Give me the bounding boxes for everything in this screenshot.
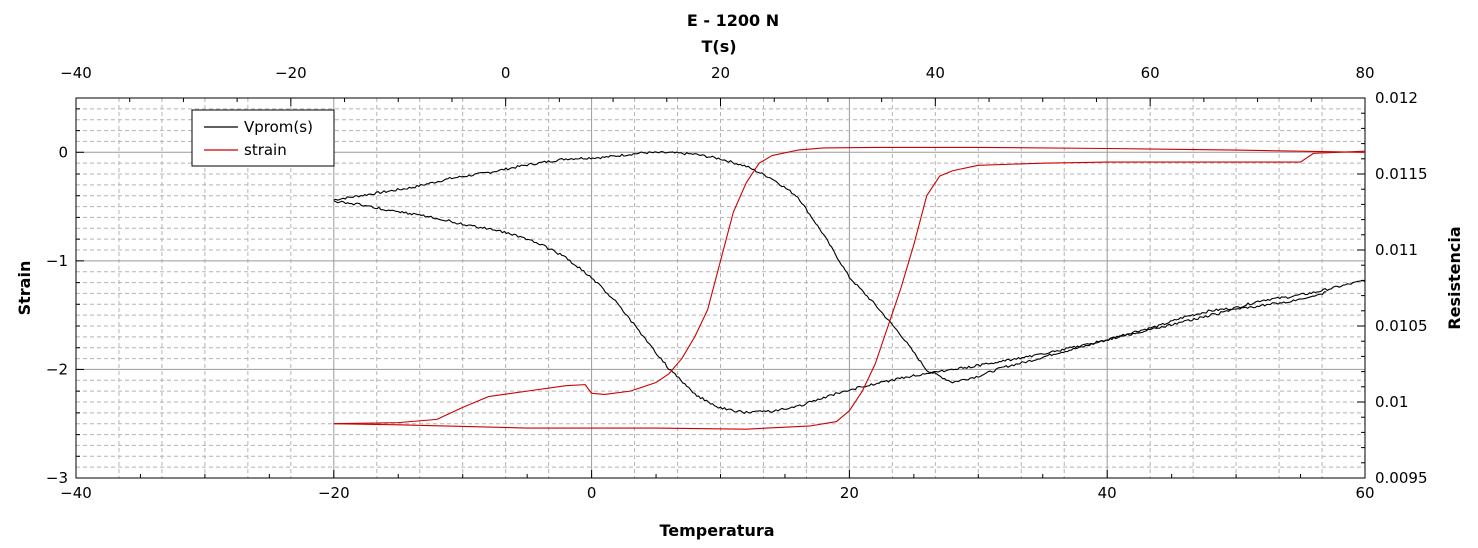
x-bottom-tick-label: 40 [1098, 484, 1117, 502]
y-left-axis-title: Strain [15, 261, 34, 316]
y-left-tick-label: 0 [58, 143, 68, 161]
x-top-tick-label: 40 [926, 64, 945, 82]
y-right-tick-label: 0.0115 [1375, 165, 1428, 183]
x-bottom-tick-label: −40 [60, 484, 92, 502]
y-right-axis-title: Resistencia [1445, 226, 1464, 329]
series-line-strain-cooling [333, 150, 1366, 430]
axis-ticks [75, 97, 1366, 479]
series-line-strain-heating [333, 146, 1366, 425]
chart-title: E - 1200 N [687, 11, 779, 30]
series-line-vprom-heating [333, 151, 1366, 384]
y-right-tick-label: 0.0105 [1375, 317, 1428, 335]
x-top-tick-label: 60 [1141, 64, 1160, 82]
tick-labels: −40 −20 0 20 40 60 −40 −20 0 20 40 60 80 −3 −2 −1 0 0.009… [46, 64, 1428, 502]
y-left-tick-label: −1 [46, 252, 68, 270]
x-bottom-axis-title: Temperatura [659, 521, 774, 540]
x-top-tick-label: −20 [275, 64, 307, 82]
x-top-axis-title: T(s) [701, 37, 736, 56]
legend-box [191, 109, 335, 167]
x-bottom-tick-label: 20 [840, 484, 859, 502]
x-bottom-tick-label: 60 [1355, 484, 1374, 502]
legend: Vprom(s) strain [191, 109, 335, 167]
x-top-tick-label: 80 [1355, 64, 1374, 82]
legend-label-strain: strain [244, 141, 287, 159]
y-left-tick-label: −2 [46, 360, 68, 378]
x-top-tick-label: −40 [60, 64, 92, 82]
y-right-tick-label: 0.01 [1375, 393, 1408, 411]
legend-label-vprom: Vprom(s) [244, 118, 313, 136]
x-top-tick-label: 0 [501, 64, 511, 82]
x-bottom-tick-label: 0 [587, 484, 597, 502]
grid-lines [76, 98, 1365, 478]
y-left-tick-label: −3 [46, 469, 68, 487]
x-top-tick-label: 20 [711, 64, 730, 82]
y-right-tick-label: 0.011 [1375, 241, 1418, 259]
y-right-tick-label: 0.012 [1375, 89, 1418, 107]
series-line-vprom-cooling [333, 200, 1327, 415]
series-layer [333, 146, 1366, 430]
y-right-tick-label: 0.0095 [1375, 469, 1428, 487]
x-bottom-tick-label: −20 [318, 484, 350, 502]
